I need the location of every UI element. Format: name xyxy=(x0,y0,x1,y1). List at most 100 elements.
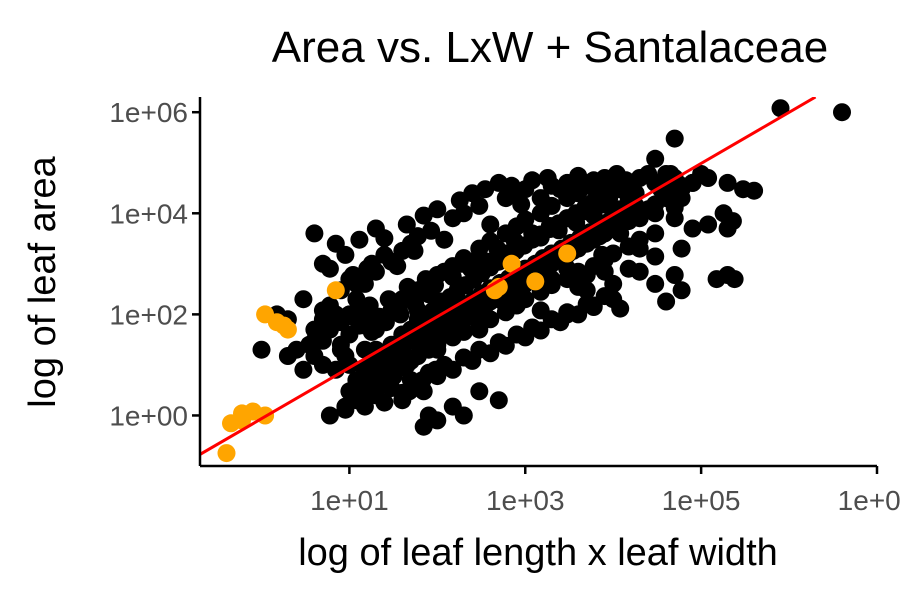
x-tick-label: 1e+07 xyxy=(838,485,900,516)
black-point-166 xyxy=(481,215,500,234)
black-point-162 xyxy=(454,204,473,223)
black-point-309 xyxy=(408,301,427,320)
black-point-300 xyxy=(391,305,410,324)
black-point-147 xyxy=(336,245,355,264)
black-point-332 xyxy=(470,382,489,401)
black-point-149 xyxy=(350,230,369,249)
black-point-179 xyxy=(564,184,583,203)
points-layer xyxy=(217,99,851,463)
black-point-294 xyxy=(353,303,372,322)
black-point-328 xyxy=(428,411,447,430)
black-point-267 xyxy=(443,360,462,379)
black-point-333 xyxy=(393,391,412,410)
black-point-352 xyxy=(584,296,603,315)
black-point-343 xyxy=(665,266,684,284)
chart-title: Area vs. LxW + Santalaceae xyxy=(272,23,828,72)
black-point-143 xyxy=(305,224,324,243)
black-point-326 xyxy=(336,397,355,416)
black-point-331 xyxy=(489,391,508,410)
fit-layer xyxy=(200,97,817,456)
black-point-150 xyxy=(358,259,377,278)
black-point-340 xyxy=(630,262,649,281)
black-point-359 xyxy=(577,266,596,284)
orange-point-15 xyxy=(558,244,577,263)
black-point-373 xyxy=(692,165,711,183)
black-point-316 xyxy=(313,301,332,320)
black-point-323 xyxy=(397,355,416,374)
black-point-363 xyxy=(428,340,447,359)
black-point-87 xyxy=(454,322,473,341)
black-point-125 xyxy=(294,360,313,379)
x-axis-ticks: 1e+01 1e+03 1e+05 1e+07 xyxy=(310,466,900,516)
black-point-164 xyxy=(470,196,489,215)
y-axis-ticks: 1e+00 1e+02 1e+04 1e+06 xyxy=(109,97,200,431)
black-point-304 xyxy=(419,285,438,304)
black-point-310 xyxy=(414,382,433,401)
orange-point-14 xyxy=(526,272,545,291)
black-point-390 xyxy=(512,281,531,300)
black-point-374 xyxy=(683,219,702,238)
black-point-360 xyxy=(558,259,577,278)
y-axis-label: log of leaf area xyxy=(22,155,64,407)
black-point-350 xyxy=(542,270,561,289)
black-point-238 xyxy=(443,268,462,286)
black-point-226 xyxy=(602,181,621,200)
black-point-257 xyxy=(355,397,374,416)
black-point-308 xyxy=(305,320,324,339)
orange-point-9 xyxy=(278,320,297,339)
black-point-341 xyxy=(646,247,665,266)
black-point-259 xyxy=(375,393,394,412)
y-tick-label: 1e+04 xyxy=(109,198,188,229)
y-tick-label: 1e+00 xyxy=(109,400,188,431)
black-point-324 xyxy=(366,320,385,339)
black-point-159 xyxy=(435,230,454,249)
black-point-388 xyxy=(725,270,744,289)
black-point-367 xyxy=(646,149,665,168)
black-point-145 xyxy=(320,259,339,278)
black-point-377 xyxy=(665,198,684,217)
black-point-315 xyxy=(294,290,313,309)
black-point-242 xyxy=(479,252,498,271)
black-point-174 xyxy=(531,189,550,208)
black-point-153 xyxy=(388,257,407,276)
black-point-306 xyxy=(252,340,271,359)
black-point-334 xyxy=(593,245,612,264)
black-point-339 xyxy=(611,224,630,243)
black-point-349 xyxy=(630,239,649,258)
black-point-152 xyxy=(375,229,394,248)
black-point-295 xyxy=(358,358,377,377)
orange-point-0 xyxy=(217,444,236,463)
black-point-387 xyxy=(707,270,726,289)
black-point-0 xyxy=(320,406,339,425)
black-point-330 xyxy=(443,397,462,416)
black-point-165 xyxy=(476,180,495,199)
orange-point-10 xyxy=(326,281,345,300)
black-point-171 xyxy=(512,195,531,214)
black-point-357 xyxy=(646,274,665,293)
black-point-158 xyxy=(428,200,447,219)
black-point-375 xyxy=(699,215,718,234)
x-axis-label: log of leaf length x leaf width xyxy=(298,532,778,574)
black-point-383 xyxy=(745,181,764,200)
black-point-369 xyxy=(630,209,649,228)
black-point-351 xyxy=(531,301,550,320)
black-point-378 xyxy=(718,173,737,192)
black-point-317 xyxy=(331,340,350,359)
black-point-382 xyxy=(718,219,737,238)
black-point-364 xyxy=(665,129,684,148)
black-point-325 xyxy=(382,347,401,365)
black-point-155 xyxy=(405,241,424,260)
black-point-313 xyxy=(408,227,427,246)
regression-line xyxy=(200,97,817,456)
black-point-342 xyxy=(672,281,691,300)
black-point-173 xyxy=(523,171,542,190)
black-point-354 xyxy=(611,299,630,318)
y-tick-label: 1e+02 xyxy=(109,299,188,330)
black-point-327 xyxy=(379,371,398,390)
black-point-277 xyxy=(531,321,550,340)
x-tick-label: 1e+03 xyxy=(486,485,565,516)
x-tick-label: 1e+01 xyxy=(310,485,389,516)
black-point-273 xyxy=(496,336,515,355)
black-point-370 xyxy=(590,195,609,214)
